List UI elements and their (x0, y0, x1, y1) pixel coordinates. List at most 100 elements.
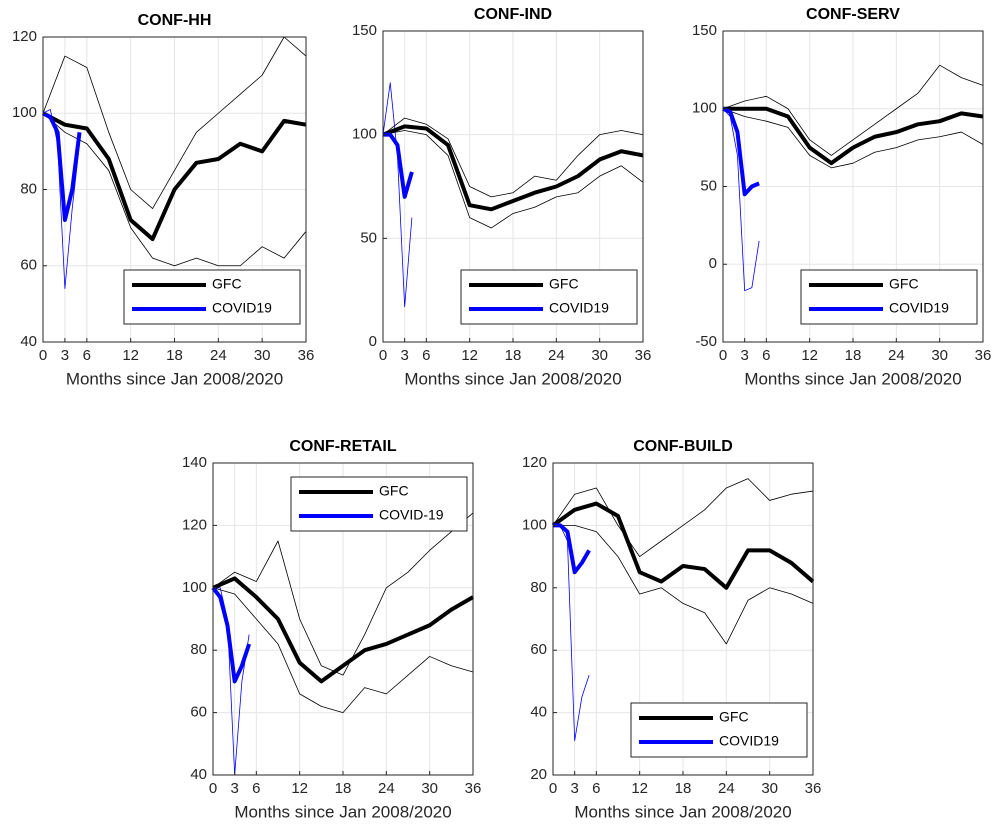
x-tick-label: 18 (505, 347, 522, 364)
x-tick-label: 12 (631, 780, 648, 797)
series-line (553, 523, 591, 575)
x-tick-label: 6 (83, 347, 91, 364)
x-axis-label: Months since Jan 2008/2020 (66, 369, 283, 388)
y-tick-label: 120 (12, 28, 37, 45)
x-tick-label: 0 (379, 347, 387, 364)
legend-label: COVID19 (212, 300, 272, 316)
y-tick-label: 100 (12, 104, 37, 121)
series-line (382, 117, 644, 198)
y-tick-label: 60 (190, 704, 207, 721)
x-tick-label: 36 (298, 347, 315, 364)
legend-label: COVID-19 (379, 507, 444, 523)
x-tick-label: 36 (975, 347, 992, 364)
y-tick-label: 150 (692, 22, 717, 39)
y-tick-label: 80 (20, 180, 37, 197)
x-tick-label: 0 (719, 347, 727, 364)
x-tick-label: 30 (421, 780, 438, 797)
series-line (212, 587, 474, 713)
y-tick-label: 140 (182, 454, 207, 471)
legend-box (290, 476, 468, 532)
x-tick-label: 24 (718, 780, 735, 797)
series-line (213, 587, 250, 776)
y-tick-label: 40 (20, 333, 37, 350)
x-tick-label: 12 (801, 347, 818, 364)
series-line (42, 36, 307, 209)
y-tick-label: 80 (190, 641, 207, 658)
legend-label: GFC (889, 276, 919, 292)
x-axis-label: Months since Jan 2008/2020 (744, 369, 961, 388)
y-tick-label: -50 (695, 333, 717, 350)
y-tick-label: 150 (352, 22, 377, 39)
legend-label: GFC (719, 709, 749, 725)
x-tick-label: 3 (61, 347, 69, 364)
chart-title: CONF-IND (474, 6, 552, 23)
legend-box (460, 269, 638, 325)
legend-label: GFC (379, 483, 409, 499)
y-tick-label: 60 (530, 641, 547, 658)
chart-title: CONF-HH (138, 12, 212, 29)
series-line (722, 108, 760, 292)
y-tick-label: 80 (530, 579, 547, 596)
x-tick-label: 3 (400, 347, 408, 364)
x-axis-label: Months since Jan 2008/2020 (404, 369, 621, 388)
y-tick-label: 100 (182, 579, 207, 596)
x-tick-label: 12 (291, 780, 308, 797)
chart-title: CONF-RETAIL (289, 438, 396, 455)
x-axis-label: Months since Jan 2008/2020 (234, 802, 451, 821)
y-tick-label: 50 (360, 229, 377, 246)
legend-box (630, 702, 808, 758)
y-tick-label: 120 (182, 516, 207, 533)
series-line (383, 132, 414, 199)
series-line (211, 586, 252, 684)
x-tick-label: 12 (461, 347, 478, 364)
series-line (42, 111, 82, 222)
series-line (723, 106, 984, 166)
series-line (382, 82, 413, 308)
x-tick-label: 0 (39, 347, 47, 364)
series-line (722, 106, 760, 197)
legend: GFC COVID19 (123, 269, 301, 325)
x-tick-label: 36 (635, 347, 652, 364)
x-tick-label: 3 (230, 780, 238, 797)
y-tick-label: 40 (190, 766, 207, 783)
x-tick-label: 6 (592, 780, 600, 797)
legend-box (123, 269, 301, 325)
legend: GFC COVID19 (630, 702, 808, 758)
x-tick-label: 18 (335, 780, 352, 797)
legend-box (800, 269, 978, 325)
x-tick-label: 30 (761, 780, 778, 797)
x-axis-label: Months since Jan 2008/2020 (574, 802, 791, 821)
subplot: 0 3 6 12 18 24 30 3620406080100120CONF-BUILDMon… (522, 438, 821, 821)
legend: GFC COVID19 (800, 269, 978, 325)
series-line (42, 111, 307, 242)
x-tick-label: 30 (254, 347, 271, 364)
y-tick-label: 60 (20, 257, 37, 274)
series-line (212, 576, 474, 684)
x-tick-label: 36 (805, 780, 822, 797)
series-line (42, 109, 80, 290)
x-tick-label: 30 (931, 347, 948, 364)
y-tick-label: 0 (369, 333, 377, 350)
series-line (212, 512, 474, 676)
x-tick-label: 0 (209, 780, 217, 797)
subplot: 0 3 6 12 18 24 30 36-50050100150CONF-SERVMonths… (692, 6, 991, 388)
chart-title: CONF-BUILD (633, 438, 733, 455)
series-line (722, 108, 984, 169)
legend-label: COVID19 (719, 733, 779, 749)
legend: GFC COVID-19 (290, 476, 468, 532)
x-tick-label: 24 (210, 347, 227, 364)
x-tick-label: 18 (166, 347, 183, 364)
x-tick-label: 3 (740, 347, 748, 364)
x-tick-label: 12 (122, 347, 139, 364)
x-tick-label: 18 (675, 780, 692, 797)
series-line (722, 64, 984, 156)
x-tick-label: 24 (378, 780, 395, 797)
series-line (552, 478, 814, 557)
legend-label: GFC (549, 276, 579, 292)
series-line (382, 124, 644, 212)
y-tick-label: 100 (352, 126, 377, 143)
y-tick-label: 120 (522, 454, 547, 471)
y-tick-label: 0 (709, 255, 717, 272)
